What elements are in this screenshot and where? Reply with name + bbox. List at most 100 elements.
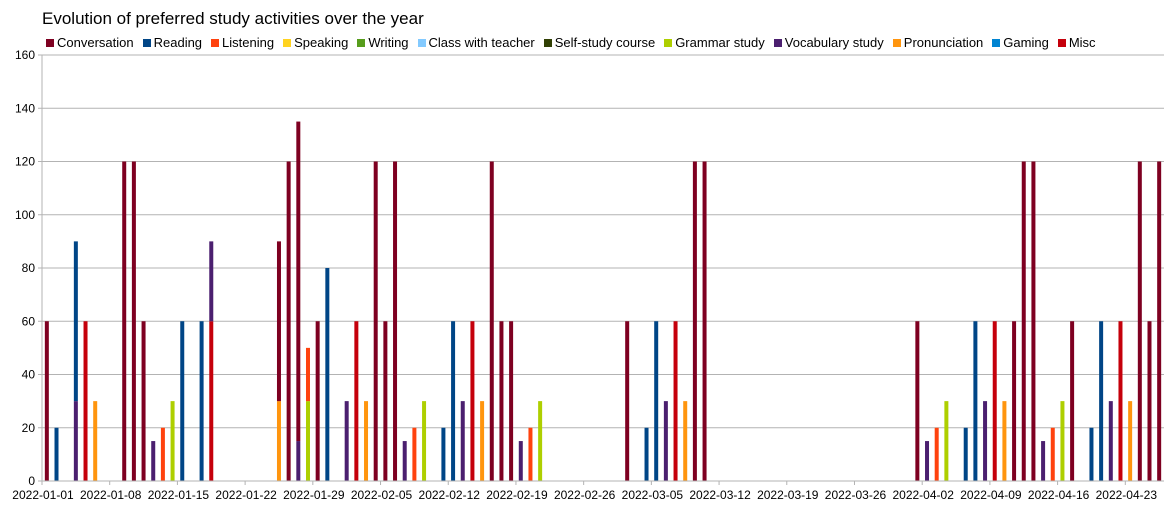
legend-label: Listening (222, 35, 275, 50)
legend-swatch (357, 38, 366, 47)
bar-listening-2022-02-20 (528, 427, 533, 481)
bar-conversation-2022-02-18 (509, 321, 514, 481)
legend-swatch (543, 38, 552, 47)
bar-pronunciation-2022-02-03 (364, 401, 369, 481)
bar-vocabulary-study-2022-04-14 (1041, 441, 1046, 481)
y-tick-label: 120 (15, 155, 35, 169)
bar-vocabulary-study-2022-04-02 (925, 441, 930, 481)
bar-conversation-2022-01-27 (296, 121, 301, 442)
bar-reading-2022-04-06 (963, 427, 968, 481)
legend-item-class-with-teacher: Class with teacher (417, 35, 535, 50)
bar-misc-2022-04-09 (992, 321, 997, 481)
x-tick-label: 2022-03-19 (757, 488, 819, 502)
bar-reading-2022-04-07 (973, 321, 978, 481)
bar-reading-2022-02-12 (451, 321, 456, 481)
bar-vocabulary-study-2022-01-12 (151, 441, 156, 481)
bar-conversation-2022-04-01 (915, 321, 920, 481)
y-tick-label: 160 (15, 48, 35, 62)
bar-listening-2022-01-13 (160, 427, 165, 481)
bar-vocabulary-study-2022-02-07 (402, 441, 407, 481)
bar-pronunciation-2022-04-10 (1002, 401, 1007, 481)
bar-pronunciation-2022-04-23 (1128, 401, 1133, 481)
legend-label: Vocabulary study (784, 35, 884, 50)
legend-item-misc: Misc (1057, 35, 1096, 50)
y-tick-label: 40 (22, 368, 36, 382)
x-tick-label: 2022-02-26 (554, 488, 616, 502)
x-tick-label: 2022-02-19 (486, 488, 548, 502)
bar-pronunciation-2022-01-06 (93, 401, 98, 481)
bar-vocabulary-study-2022-04-08 (983, 401, 988, 481)
bar-conversation-2022-04-26 (1157, 161, 1162, 481)
bar-conversation-2022-04-25 (1147, 321, 1152, 481)
bar-pronunciation-2022-02-15 (480, 401, 485, 481)
legend-item-self-study-course: Self-study course (543, 35, 656, 50)
legend-item-listening: Listening (211, 35, 274, 50)
bar-listening-2022-02-08 (412, 427, 417, 481)
y-tick-label: 100 (15, 208, 35, 222)
y-tick-label: 140 (15, 101, 35, 115)
bar-misc-2022-01-05 (83, 321, 88, 481)
bar-misc-2022-03-07 (673, 321, 678, 481)
bar-conversation-2022-01-11 (141, 321, 146, 481)
bar-conversation-2022-04-24 (1137, 161, 1142, 481)
legend-label: Class with teacher (428, 35, 535, 50)
bar-listening-2022-01-28 (305, 347, 310, 402)
legend-swatch (992, 38, 1001, 47)
bar-vocabulary-study-2022-01-27 (296, 441, 301, 481)
legend-item-writing: Writing (357, 35, 409, 50)
x-tick-label: 2022-01-15 (148, 488, 210, 502)
bar-conversation-2022-04-12 (1021, 161, 1026, 481)
bar-listening-2022-04-03 (934, 427, 939, 481)
legend-swatch (892, 38, 901, 47)
legend-item-speaking: Speaking (283, 35, 348, 50)
bar-reading-2022-01-30 (325, 268, 330, 481)
bar-conversation-2022-01-01 (44, 321, 49, 481)
bar-reading-2022-01-15 (180, 321, 185, 481)
x-tick-label: 2022-02-05 (351, 488, 413, 502)
bar-conversation-2022-01-29 (315, 321, 320, 481)
x-tick-label: 2022-01-22 (215, 488, 277, 502)
x-tick-label: 2022-03-05 (622, 488, 684, 502)
bar-pronunciation-2022-03-08 (683, 401, 688, 481)
legend-swatch (142, 38, 151, 47)
bar-misc-2022-04-22 (1118, 321, 1123, 481)
bar-reading-2022-02-11 (441, 427, 446, 481)
legend-swatch (1057, 38, 1066, 47)
bar-conversation-2022-03-02 (625, 321, 630, 481)
bar-conversation-2022-03-09 (692, 161, 697, 481)
legend-swatch (46, 38, 54, 47)
y-tick-label: 0 (28, 474, 35, 488)
bar-conversation-2022-02-04 (373, 161, 378, 481)
legend-label: Reading (153, 35, 203, 50)
y-tick-label: 80 (22, 261, 36, 275)
bar-misc-2022-02-02 (354, 321, 359, 481)
x-tick-label: 2022-04-23 (1096, 488, 1158, 502)
x-tick-label: 2022-01-29 (283, 488, 345, 502)
legend-label: Grammar study (675, 35, 765, 50)
bars (44, 121, 1162, 481)
bar-conversation-2022-02-17 (499, 321, 504, 481)
bar-reading-2022-03-04 (644, 427, 649, 481)
bar-conversation-2022-04-11 (1012, 321, 1017, 481)
bar-conversation-2022-01-25 (276, 241, 281, 402)
legend-label: Misc (1068, 35, 1096, 50)
bar-reading-2022-01-04 (73, 241, 78, 402)
x-tick-label: 2022-03-12 (689, 488, 751, 502)
bar-grammar-study-2022-01-14 (170, 401, 175, 481)
legend-item-conversation: Conversation (46, 35, 134, 50)
bar-conversation-2022-02-16 (489, 161, 494, 481)
bar-conversation-2022-02-06 (393, 161, 398, 481)
bar-conversation-2022-01-26 (286, 161, 291, 481)
legend-item-gaming: Gaming (992, 35, 1049, 50)
bar-vocabulary-study-2022-02-13 (460, 401, 465, 481)
bar-vocabulary-study-2022-02-19 (518, 441, 523, 481)
legend: Conversation Reading Listening Speaking Writ… (46, 35, 1105, 50)
legend-item-grammar-study: Grammar study (664, 35, 765, 50)
y-tick-label: 60 (22, 314, 36, 328)
bar-reading-2022-01-02 (54, 427, 59, 481)
x-tick-label: 2022-04-09 (960, 488, 1022, 502)
legend-label: Self-study course (554, 35, 656, 50)
bar-conversation-2022-01-10 (131, 161, 136, 481)
bar-conversation-2022-03-10 (702, 161, 707, 481)
legend-item-reading: Reading (142, 35, 203, 50)
